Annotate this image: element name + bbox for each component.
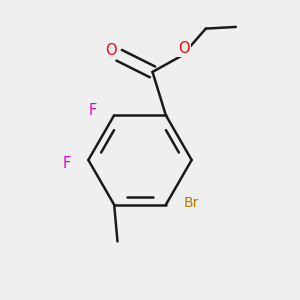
Text: F: F: [62, 156, 71, 171]
Text: F: F: [88, 103, 97, 118]
Text: Br: Br: [183, 196, 199, 210]
Text: O: O: [105, 43, 117, 58]
Text: O: O: [178, 41, 190, 56]
